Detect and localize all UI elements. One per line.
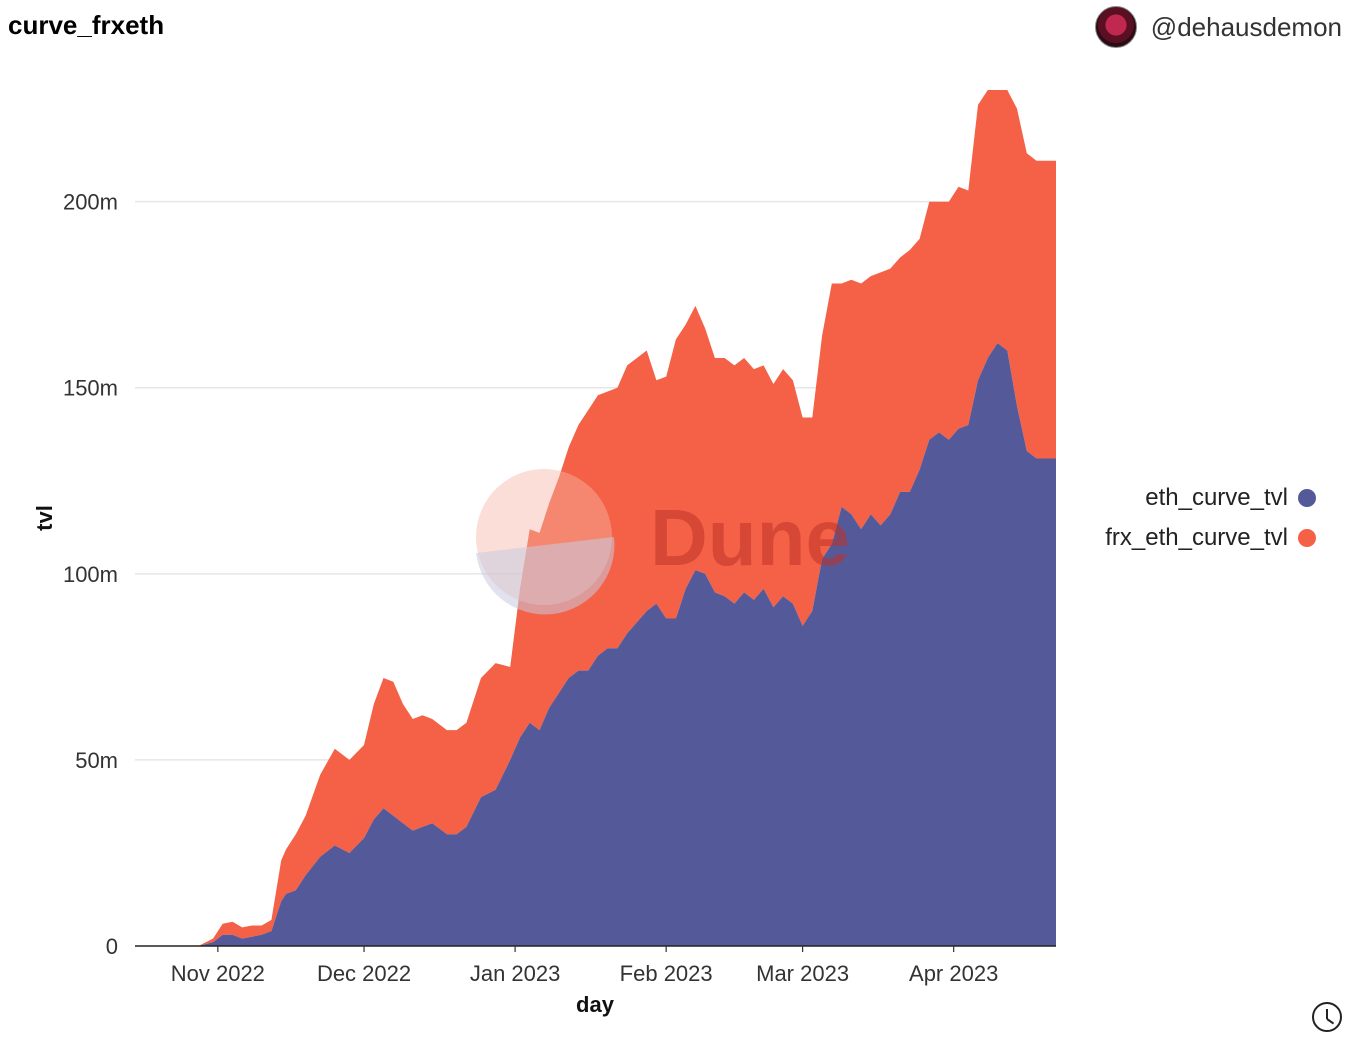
- legend: eth_curve_tvl frx_eth_curve_tvl: [1105, 484, 1316, 552]
- page-title: curve_frxeth: [8, 10, 165, 40]
- y-tick-label: 50m: [75, 748, 118, 773]
- legend-item-eth[interactable]: eth_curve_tvl: [1145, 484, 1316, 512]
- y-axis-label: tvl: [32, 505, 57, 531]
- x-tick-label: Jan 2023: [470, 961, 561, 986]
- x-axis: Nov 2022 Dec 2022 Jan 2023 Feb 2023 Mar 2023…: [171, 946, 998, 986]
- x-tick-label: Nov 2022: [171, 961, 265, 986]
- x-tick-label: Apr 2023: [909, 961, 998, 986]
- legend-item-frx[interactable]: frx_eth_curve_tvl: [1105, 524, 1316, 552]
- x-tick-label: Feb 2023: [620, 961, 713, 986]
- legend-dot-frx: [1298, 529, 1316, 547]
- watermark-slice: [476, 537, 615, 615]
- y-tick-label: 0: [106, 934, 118, 959]
- legend-label-frx: frx_eth_curve_tvl: [1105, 524, 1288, 551]
- x-axis-label: day: [576, 992, 615, 1017]
- watermark-text: Dune: [650, 493, 850, 582]
- dune-watermark: Dune: [476, 469, 850, 615]
- y-tick-label: 100m: [63, 562, 118, 587]
- author-name[interactable]: @dehausdemon: [1150, 11, 1342, 42]
- author[interactable]: @dehausdemon: [1094, 6, 1342, 48]
- y-axis: 0 50m 100m 150m 200m: [63, 190, 118, 959]
- chart-series: [135, 90, 1056, 947]
- avatar[interactable]: [1094, 6, 1137, 48]
- x-tick-label: Mar 2023: [756, 961, 849, 986]
- y-tick-label: 200m: [63, 190, 118, 215]
- series-frx-eth-curve-tvl[interactable]: [135, 90, 1056, 946]
- y-tick-label: 150m: [63, 376, 118, 401]
- series-eth-curve-tvl[interactable]: [135, 343, 1056, 947]
- clock-icon[interactable]: [1312, 1002, 1342, 1032]
- legend-label-eth: eth_curve_tvl: [1145, 484, 1288, 511]
- x-tick-label: Dec 2022: [317, 961, 411, 986]
- legend-dot-eth: [1298, 489, 1316, 507]
